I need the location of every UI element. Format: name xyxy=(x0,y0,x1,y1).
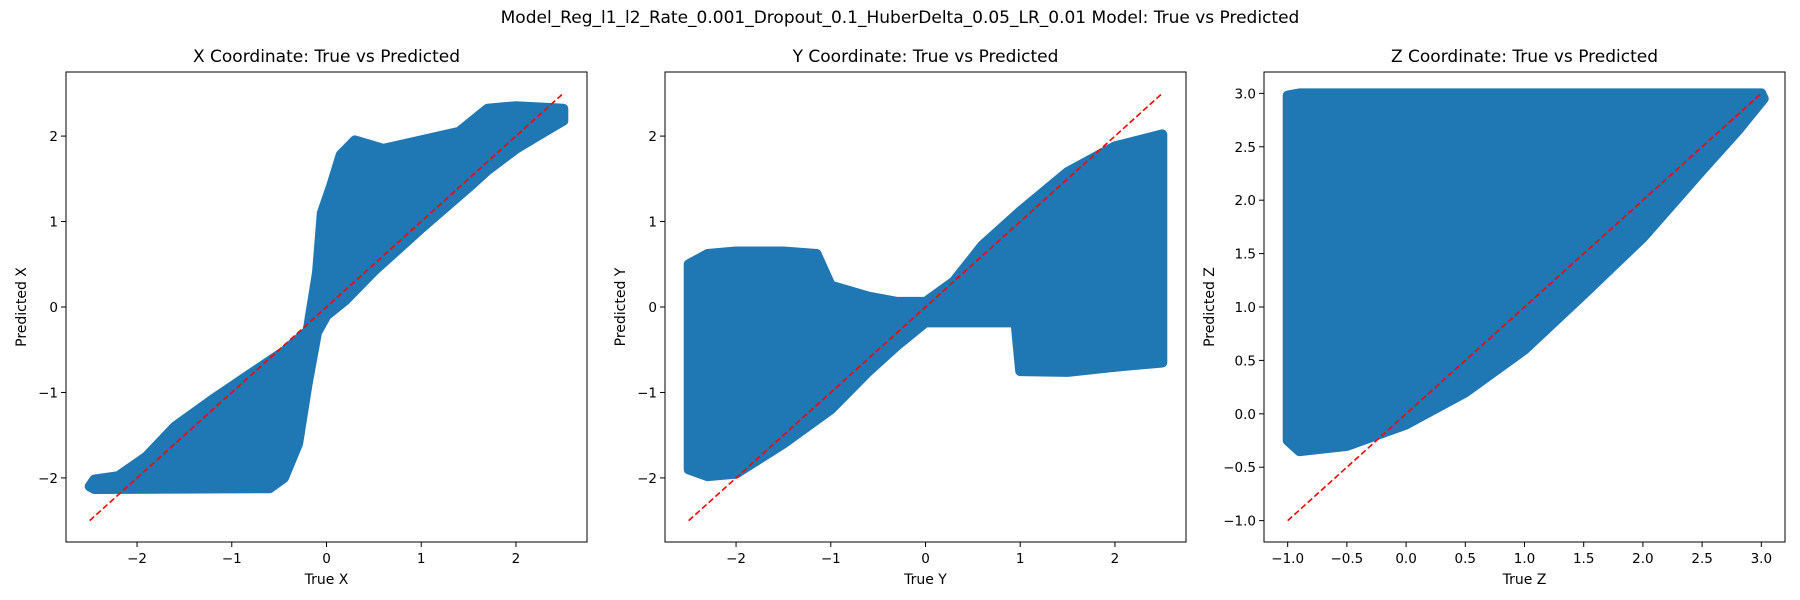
y-tick-label-y: 1 xyxy=(648,215,657,231)
y-tick-label-z: 0.0 xyxy=(1235,407,1256,423)
y-tick-label-x: −2 xyxy=(38,471,58,487)
y-tick-label-y: 2 xyxy=(648,129,657,145)
panel-x-coordinate: −2 −1 0 1 2 −2 −1 0 1 2 X Coordinate: True vs Pred… xyxy=(14,47,588,588)
x-tick-label-z: 2.5 xyxy=(1691,551,1712,567)
y-tick-label-x: 0 xyxy=(49,300,58,316)
y-axis-label-x: Predicted X xyxy=(14,267,30,347)
identity-line-y xyxy=(688,92,1163,522)
x-tick-label-z: 1.5 xyxy=(1573,551,1594,567)
x-tick-label-x: 2 xyxy=(512,551,521,567)
y-tick-label-y: −1 xyxy=(637,385,657,401)
x-axis-label-y: True Y xyxy=(903,572,947,588)
y-tick-label-z: −0.5 xyxy=(1223,460,1256,476)
x-tick-label-y: −1 xyxy=(821,551,841,567)
figure-title: Model_Reg_l1_l2_Rate_0.001_Dropout_0.1_H… xyxy=(500,8,1300,28)
panel-title-y: Y Coordinate: True vs Predicted xyxy=(792,47,1059,67)
x-tick-label-z: −1.0 xyxy=(1271,551,1304,567)
panel-y-coordinate: −2 −1 0 1 2 −2 −1 0 1 2 Y Coordinate: True vs Pred… xyxy=(613,47,1187,588)
x-tick-label-z: 3.0 xyxy=(1751,551,1772,567)
y-tick-label-y: 0 xyxy=(648,300,657,316)
y-tick-label-z: 3.0 xyxy=(1235,86,1256,102)
x-tick-label-x: 0 xyxy=(322,551,331,567)
y-axis-label-y: Predicted Y xyxy=(613,267,629,346)
y-tick-label-z: 1.0 xyxy=(1235,300,1256,316)
x-tick-label-y: −2 xyxy=(726,551,746,567)
panel-z-coordinate: −1.0 −0.5 0.0 0.5 1.0 1.5 2.0 2.5 3.0 −1.0 −0.5 0.0… xyxy=(1202,47,1786,588)
identity-line-z xyxy=(1287,92,1762,522)
x-tick-label-z: −0.5 xyxy=(1330,551,1363,567)
y-tick-label-x: 2 xyxy=(49,129,58,145)
scatter-points-z xyxy=(1282,88,1769,457)
y-tick-label-y: −2 xyxy=(637,471,657,487)
x-tick-label-z: 1.0 xyxy=(1514,551,1535,567)
x-tick-label-y: 0 xyxy=(921,551,930,567)
y-tick-label-z: 2.5 xyxy=(1235,140,1256,156)
y-tick-label-x: −1 xyxy=(38,385,58,401)
scatter-points-y xyxy=(683,129,1168,482)
panel-title-z: Z Coordinate: True vs Predicted xyxy=(1391,47,1658,67)
y-axis-label-z: Predicted Z xyxy=(1202,267,1218,347)
scatter-points-x xyxy=(84,101,569,494)
x-axis-label-z: True Z xyxy=(1502,572,1547,588)
y-tick-label-x: 1 xyxy=(49,215,58,231)
x-tick-label-x: −2 xyxy=(127,551,147,567)
y-tick-label-z: −1.0 xyxy=(1223,514,1256,530)
x-tick-label-x: 1 xyxy=(417,551,426,567)
x-tick-label-z: 0.5 xyxy=(1455,551,1476,567)
x-tick-label-x: −1 xyxy=(222,551,242,567)
x-tick-label-y: 1 xyxy=(1016,551,1025,567)
y-tick-label-z: 0.5 xyxy=(1235,353,1256,369)
x-tick-label-y: 2 xyxy=(1111,551,1120,567)
x-tick-label-z: 2.0 xyxy=(1632,551,1653,567)
x-axis-label-x: True X xyxy=(304,572,349,588)
y-tick-label-z: 1.5 xyxy=(1235,247,1256,263)
identity-line-x xyxy=(89,92,564,522)
y-tick-label-z: 2.0 xyxy=(1235,193,1256,209)
x-tick-label-z: 0.0 xyxy=(1395,551,1416,567)
panel-title-x: X Coordinate: True vs Predicted xyxy=(193,47,460,67)
